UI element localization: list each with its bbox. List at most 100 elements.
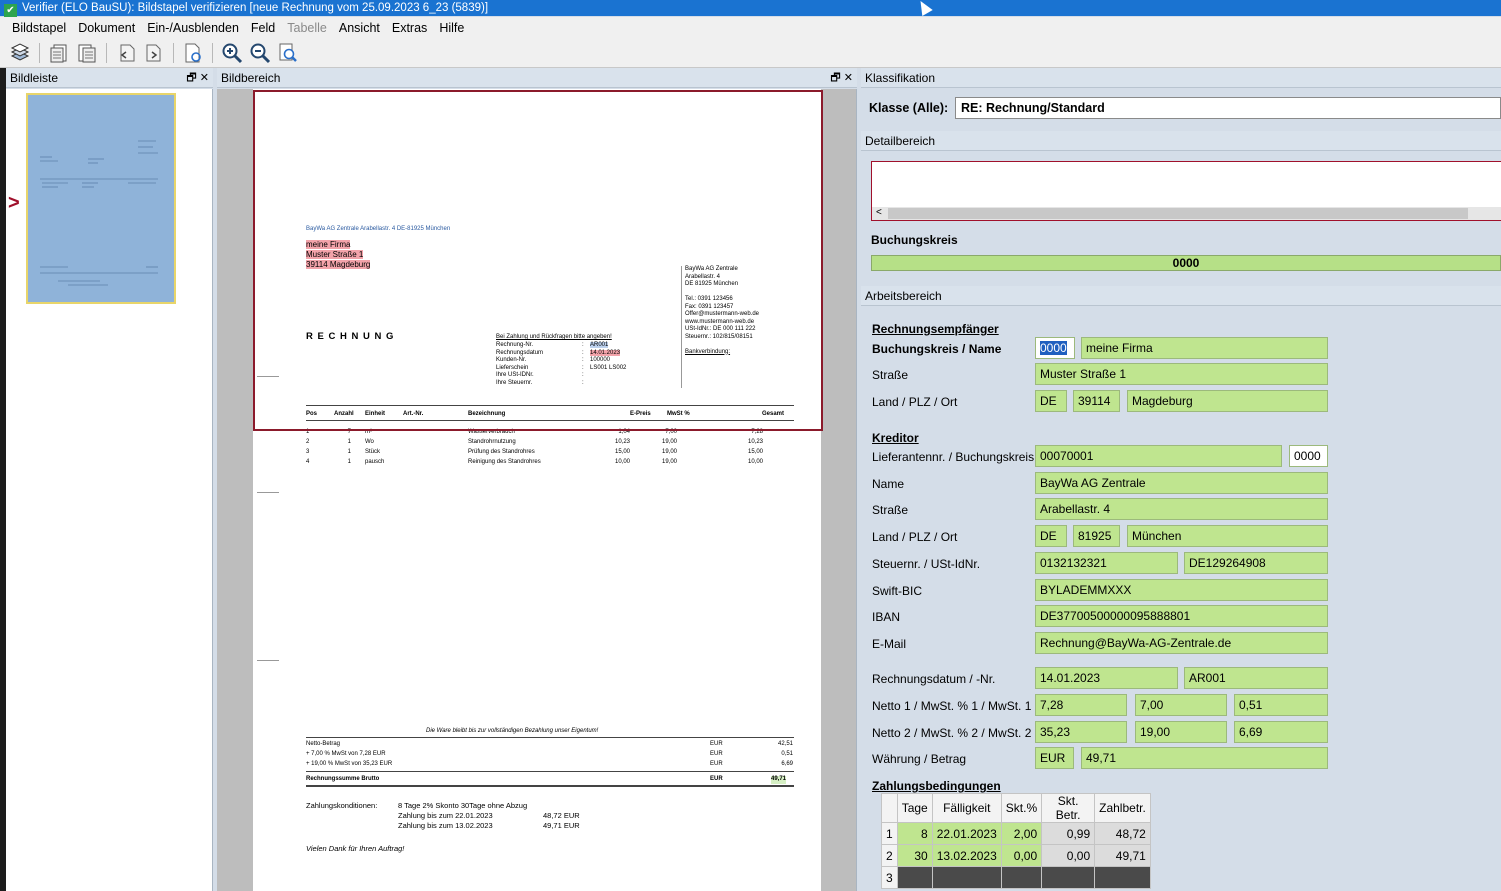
selection-rectangle[interactable] <box>253 90 823 431</box>
ref-label: Ihre USt-IDNr. <box>496 372 534 378</box>
cell-skt-betr[interactable]: 0,99 <box>1041 822 1096 845</box>
menu-feld[interactable]: Feld <box>250 21 276 35</box>
waehrung-label: Währung / Betrag <box>872 752 967 766</box>
col-anzahl: Anzahl <box>334 411 354 417</box>
table-row-empty[interactable]: 3 <box>881 866 1151 889</box>
cell-tage[interactable]: 30 <box>896 844 933 867</box>
stack-pages-icon[interactable] <box>8 41 32 65</box>
menu-tabelle[interactable]: Tabelle <box>287 21 327 35</box>
zoom-in-icon[interactable] <box>220 41 244 65</box>
zoom-out-icon[interactable] <box>248 41 272 65</box>
kreditor-bk-field[interactable]: 0000 <box>1289 445 1328 467</box>
iban-field[interactable]: DE37700500000095888801 <box>1035 605 1328 627</box>
arbeitsbereich-title: Arbeitsbereich <box>865 289 942 303</box>
cell-empty[interactable] <box>931 866 1002 889</box>
bk-field[interactable]: 0000 <box>1035 337 1075 359</box>
scroll-thumb[interactable] <box>888 208 1468 219</box>
zoom-page-icon[interactable] <box>276 41 300 65</box>
table-row[interactable]: 2 30 13.02.2023 0,00 0,00 49,71 <box>881 844 1151 867</box>
cell-empty[interactable] <box>1041 866 1096 889</box>
col-artnr: Art.-Nr. <box>403 411 424 417</box>
cell-empty[interactable] <box>1094 866 1151 889</box>
klasse-select[interactable]: RE: Rechnung/Standard <box>955 97 1501 119</box>
betrag-field[interactable]: 49,71 <box>1081 747 1328 769</box>
cell-zahlbetr[interactable]: 48,72 <box>1094 822 1151 845</box>
page-refresh-icon[interactable] <box>181 41 205 65</box>
menu-extras[interactable]: Extras <box>391 21 428 35</box>
mwst-pct2-field[interactable]: 19,00 <box>1135 721 1227 743</box>
plz-field[interactable]: 39114 <box>1073 390 1120 412</box>
waehrung-field[interactable]: EUR <box>1035 747 1074 769</box>
sender-block-line: Fax: 0391 123457 <box>685 303 734 310</box>
kreditor-strasse-field[interactable]: Arabellastr. 4 <box>1035 498 1328 520</box>
table-row[interactable]: 1 8 22.01.2023 2,00 0,99 48,72 <box>881 822 1151 845</box>
lieferantennr-field[interactable]: 00070001 <box>1035 445 1282 467</box>
mwst1-field[interactable]: 0,51 <box>1234 694 1328 716</box>
detail-scrollbar[interactable]: < <box>872 207 1501 220</box>
thanks-note: Vielen Dank für Ihren Auftrag! <box>306 844 405 853</box>
restore-icon[interactable]: 🗗 <box>830 72 841 84</box>
invoice-cell: 10,23 <box>747 439 763 445</box>
empfaenger-name-field[interactable]: meine Firma <box>1081 337 1328 359</box>
netto1-field[interactable]: 7,28 <box>1035 694 1127 716</box>
rechnungsnr-field[interactable]: AR001 <box>1184 667 1328 689</box>
restore-icon[interactable]: 🗗 <box>186 72 197 84</box>
ustid-field[interactable]: DE129264908 <box>1184 552 1328 574</box>
kreditor-name-field[interactable]: BayWa AG Zentrale <box>1035 472 1328 494</box>
kreditor-land-field[interactable]: DE <box>1035 525 1067 547</box>
mwst-pct1-field[interactable]: 7,00 <box>1135 694 1227 716</box>
scroll-left-icon[interactable]: < <box>876 207 882 218</box>
kreditor-strasse-label: Straße <box>872 503 909 517</box>
invoice-cell: Standrohrnutzung <box>468 439 516 445</box>
strasse-field[interactable]: Muster Straße 1 <box>1035 363 1328 385</box>
close-icon[interactable]: ✕ <box>843 72 853 84</box>
sender-block-line: Offer@mustermann-web.de <box>685 311 760 317</box>
rechnungsdatum-label: Rechnungsdatum / -Nr. <box>872 672 996 686</box>
page-prev-icon[interactable] <box>114 41 138 65</box>
cell-zahlbetr[interactable]: 49,71 <box>1094 844 1151 867</box>
email-field[interactable]: Rechnung@BayWa-AG-Zentrale.de <box>1035 632 1328 654</box>
cell-skt-pct[interactable]: 2,00 <box>1000 822 1043 845</box>
cell-skt-pct[interactable]: 0,00 <box>1000 844 1043 867</box>
invoice-recipient: meine Firma Muster Straße 1 39114 Magdeb… <box>306 240 371 269</box>
land-field[interactable]: DE <box>1035 390 1067 412</box>
cell-empty[interactable] <box>1000 866 1043 889</box>
rechnungsdatum-field[interactable]: 14.01.2023 <box>1035 667 1178 689</box>
menu-hilfe[interactable]: Hilfe <box>439 21 465 35</box>
invoice-cell: 7,00 <box>665 429 677 435</box>
page-thumbnail[interactable] <box>26 93 176 304</box>
konditionen-line: 8 Tage 2% Skonto 30Tage ohne Abzug <box>398 801 528 810</box>
col-skt-betr: Skt. Betr. <box>1041 793 1096 823</box>
kreditor-ort-field[interactable]: München <box>1127 525 1328 547</box>
ort-field[interactable]: Magdeburg <box>1127 390 1328 412</box>
swift-field[interactable]: BYLADEMMXXX <box>1035 579 1328 601</box>
konditionen-line: Zahlung bis zum 13.02.2023 <box>398 820 493 830</box>
netto2-field[interactable]: 35,23 <box>1035 721 1127 743</box>
cell-skt-betr[interactable]: 0,00 <box>1041 844 1096 867</box>
cell-tage[interactable]: 8 <box>896 822 933 845</box>
mwst2-field[interactable]: 6,69 <box>1234 721 1328 743</box>
menu-dokument[interactable]: Dokument <box>78 21 136 35</box>
kreditor-plz-field[interactable]: 81925 <box>1073 525 1120 547</box>
bildleiste-panel: > <box>6 89 213 891</box>
page-next-icon[interactable] <box>142 41 166 65</box>
konditionen-line: Zahlung bis zum 22.01.2023 <box>398 810 493 820</box>
steuernr-field[interactable]: 0132132321 <box>1035 552 1178 574</box>
ref-label: Rechnung-Nr. <box>496 342 534 348</box>
current-page-arrow-icon: > <box>8 192 20 214</box>
menu-ansicht[interactable]: Ansicht <box>338 21 380 35</box>
cell-faelligkeit[interactable]: 22.01.2023 <box>931 822 1002 845</box>
buchungskreis-value[interactable]: 0000 <box>871 255 1501 271</box>
close-icon[interactable]: ✕ <box>199 72 209 84</box>
invoice-cell: 19,00 <box>661 439 677 445</box>
sender-block-line: Tel.: 0391 123456 <box>685 296 733 302</box>
email-label: E-Mail <box>872 637 907 651</box>
cell-empty[interactable] <box>896 866 933 889</box>
cell-faelligkeit[interactable]: 13.02.2023 <box>931 844 1002 867</box>
document-next-icon[interactable] <box>75 41 99 65</box>
document-prev-icon[interactable] <box>47 41 71 65</box>
brutto-currency: EUR <box>710 776 723 782</box>
toolbar-separator <box>39 43 40 63</box>
menu-ein-ausblenden[interactable]: Ein-/Ausblenden <box>147 21 239 35</box>
menu-bildstapel[interactable]: Bildstapel <box>12 21 67 35</box>
